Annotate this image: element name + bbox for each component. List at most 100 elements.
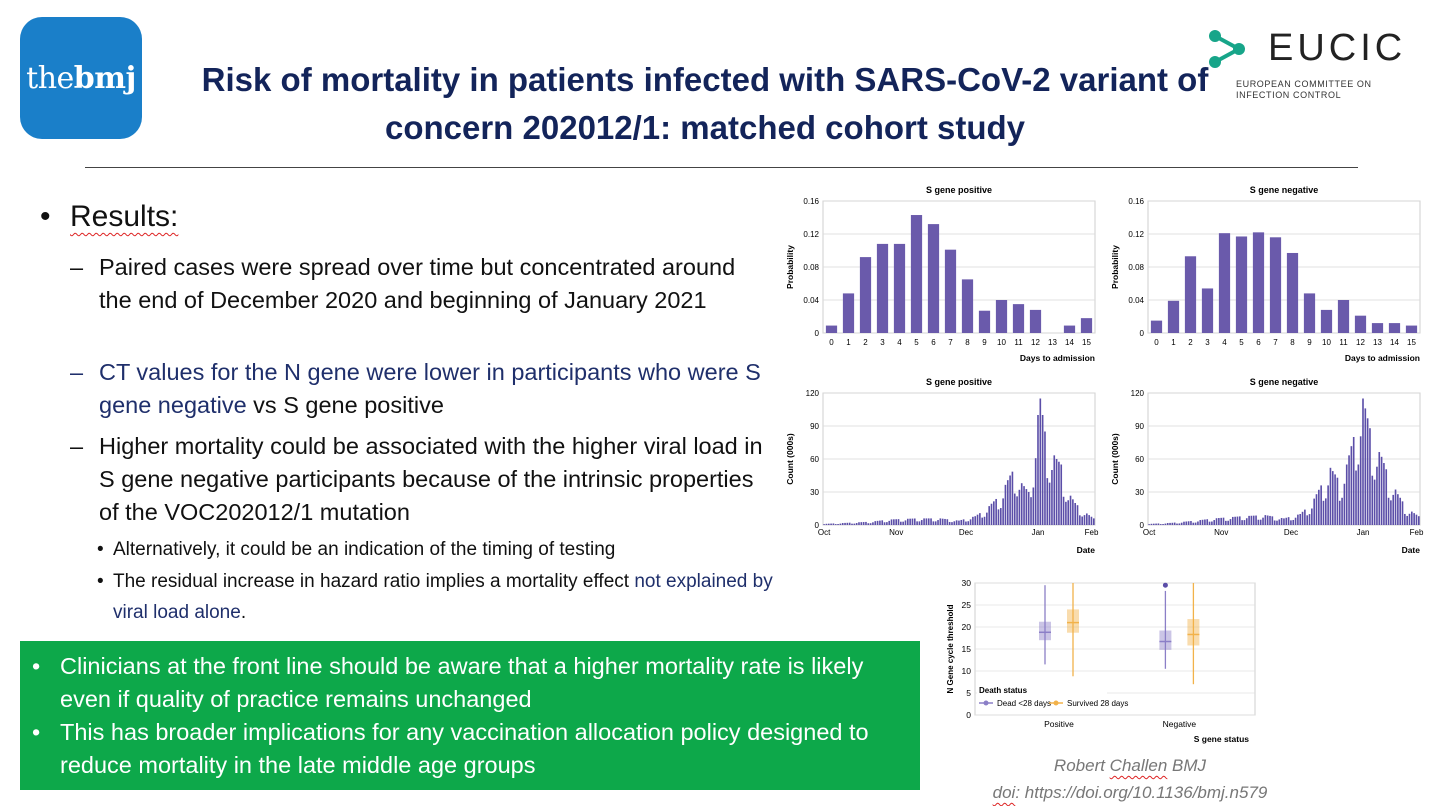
bar xyxy=(916,521,918,525)
bar xyxy=(844,522,846,525)
y-tick-label: 5 xyxy=(966,688,971,698)
bar xyxy=(1159,524,1162,525)
bar xyxy=(1397,494,1399,525)
bar xyxy=(1259,519,1262,525)
result-item-1: – Paired cases were spread over time but… xyxy=(70,254,736,313)
bar xyxy=(969,519,972,525)
bar xyxy=(1390,500,1392,525)
bar xyxy=(1018,489,1021,525)
bar xyxy=(1245,518,1248,525)
bar xyxy=(1278,519,1281,525)
bar xyxy=(1385,469,1388,525)
y-tick-label: 60 xyxy=(1135,455,1144,464)
bar xyxy=(967,521,970,525)
result-subitem-2: • The residual increase in hazard ratio … xyxy=(97,571,773,623)
y-tick-label: 90 xyxy=(1135,422,1144,431)
bar xyxy=(1290,520,1292,525)
y-tick-label: 0.16 xyxy=(1128,197,1144,206)
bar xyxy=(1334,474,1336,525)
bar xyxy=(855,523,858,525)
bar xyxy=(918,521,921,525)
bar xyxy=(1324,498,1327,525)
bar xyxy=(1301,511,1304,525)
bar xyxy=(946,519,949,525)
bar xyxy=(974,516,977,525)
bar xyxy=(1337,300,1350,333)
bar xyxy=(1166,523,1169,525)
bar xyxy=(927,518,930,525)
bar xyxy=(1388,323,1401,333)
x-tick-label: 7 xyxy=(1273,338,1278,347)
bar xyxy=(851,523,853,525)
bar xyxy=(1413,513,1415,525)
x-tick-label: 15 xyxy=(1407,338,1416,347)
bar xyxy=(1252,232,1265,333)
bar xyxy=(1308,514,1311,525)
bar xyxy=(948,521,951,525)
x-tick-label: Feb xyxy=(1410,528,1424,537)
box xyxy=(1039,621,1051,641)
y-axis-label: Count (000s) xyxy=(785,433,795,485)
bar xyxy=(860,522,863,525)
x-tick-label: 1 xyxy=(1171,338,1176,347)
bar xyxy=(937,520,939,525)
bar xyxy=(976,514,979,525)
bar xyxy=(1297,514,1299,525)
bar xyxy=(939,518,942,525)
bar xyxy=(876,520,879,525)
source-credit: Robert Challen BMJ doi: https://doi.org/… xyxy=(992,756,1268,802)
bar xyxy=(913,518,916,525)
x-tick-label: 4 xyxy=(897,338,902,347)
x-tick-label: Jan xyxy=(1032,528,1045,537)
bar xyxy=(955,520,958,525)
bar xyxy=(1405,325,1418,333)
bar xyxy=(1252,515,1255,525)
bar xyxy=(1355,470,1357,525)
y-tick-label: 0 xyxy=(966,710,971,720)
bar xyxy=(1081,516,1083,525)
x-axis-label: Date xyxy=(1402,545,1421,555)
bar xyxy=(867,523,870,525)
bar xyxy=(951,522,953,525)
bar xyxy=(1266,515,1269,525)
bar xyxy=(1350,446,1353,525)
legend-label: Survived 28 days xyxy=(1067,699,1128,708)
bar xyxy=(1383,463,1385,525)
y-tick-label: 0 xyxy=(815,329,820,338)
bar xyxy=(1185,521,1188,525)
x-tick-label: 7 xyxy=(948,338,953,347)
bar xyxy=(1062,496,1065,525)
y-axis-label: Probability xyxy=(785,245,795,289)
result-subitem-1: • Alternatively, it could be an indicati… xyxy=(97,539,616,560)
bar xyxy=(1211,521,1213,525)
bar xyxy=(1180,522,1183,525)
bar xyxy=(1069,495,1072,525)
bar xyxy=(1313,498,1315,525)
x-tick-label: Negative xyxy=(1163,719,1197,729)
y-axis-label: Count (000s) xyxy=(1110,433,1120,485)
chart-boxplot-cycle-threshold: 0 5 10 15 20 25 30 N Gene cycle threshold Positi… xyxy=(946,578,1256,744)
bar xyxy=(961,279,974,333)
y-tick-label: 0.12 xyxy=(803,230,819,239)
chart-days-s-positive: S gene positive 0 0.04 0.08 0.12 0.16 Days to … xyxy=(785,185,1096,363)
bar xyxy=(1235,236,1248,333)
bar xyxy=(1201,519,1204,525)
bar xyxy=(1276,520,1278,525)
bar xyxy=(1194,522,1197,525)
chart-days-s-negative: S gene negative 0 0.04 0.08 0.12 0.16 Days to … xyxy=(1110,185,1421,363)
bar xyxy=(1204,519,1206,525)
bar xyxy=(911,518,914,525)
bar xyxy=(823,524,825,525)
y-tick-label: 30 xyxy=(1135,488,1144,497)
box-outlier xyxy=(1162,582,1168,588)
bar xyxy=(846,522,849,525)
x-tick-label: 10 xyxy=(997,338,1006,347)
bar xyxy=(825,325,838,333)
bar xyxy=(1354,315,1367,333)
bar xyxy=(1055,459,1058,525)
bar xyxy=(841,523,844,525)
x-tick-label: 5 xyxy=(1239,338,1244,347)
bar xyxy=(1318,489,1320,525)
bar xyxy=(944,249,957,333)
bar xyxy=(859,257,872,333)
